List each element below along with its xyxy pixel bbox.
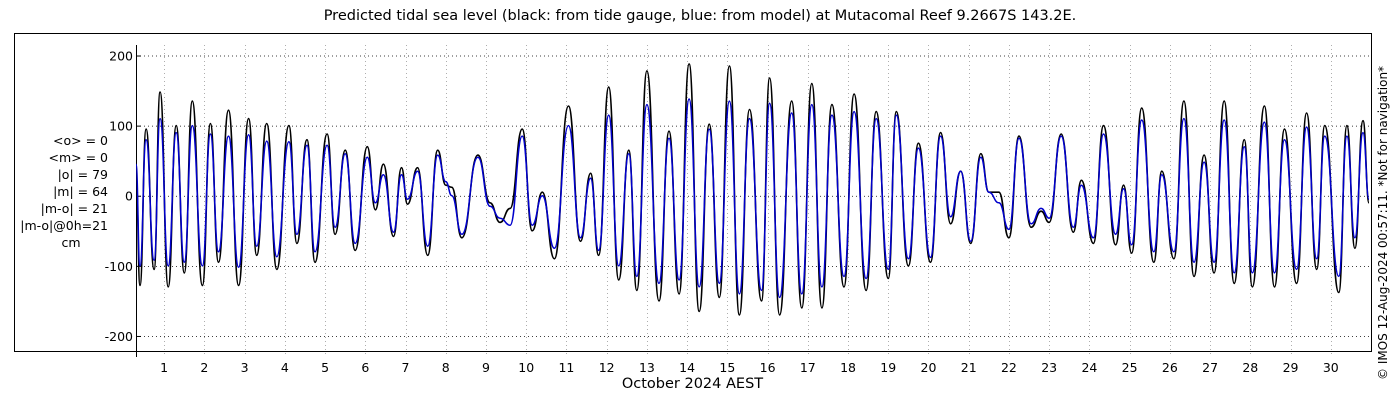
x-tick-label: 1 [160, 360, 168, 375]
stat-unit: cm [61, 235, 81, 250]
x-tick-label: 19 [880, 360, 896, 375]
x-tick-label: 2 [200, 360, 208, 375]
x-tick-label: 12 [599, 360, 615, 375]
stat-mean-observed: <o> = 0 [53, 133, 108, 148]
x-tick-label: 6 [361, 360, 369, 375]
chart-title: Predicted tidal sea level (black: from t… [323, 8, 1077, 24]
stat-abs-model: |m| = 64 [53, 184, 108, 199]
y-tick-label: -200 [105, 329, 133, 344]
x-tick-label: 5 [321, 360, 329, 375]
series-layer [135, 63, 1370, 316]
x-tick-label: 25 [1122, 360, 1138, 375]
x-tick-label: 16 [760, 360, 776, 375]
x-tick-label: 20 [921, 360, 937, 375]
series-line-model [135, 98, 1370, 299]
x-tick-label: 7 [402, 360, 410, 375]
x-axis-label: October 2024 AEST [621, 376, 764, 392]
y-tick-label: 0 [125, 189, 133, 204]
x-tick-label: 15 [719, 360, 735, 375]
y-tick-label: -100 [105, 259, 133, 274]
figure-frame [14, 33, 1372, 352]
x-tick-label: 22 [1001, 360, 1017, 375]
x-tick-label: 9 [482, 360, 490, 375]
x-tick-label: 18 [840, 360, 856, 375]
stat-abs-difference-0h: |m-o|@0h=21 [20, 218, 108, 233]
stat-mean-model: <m> = 0 [48, 150, 109, 165]
x-tick-label: 11 [558, 360, 574, 375]
x-tick-label: 29 [1283, 360, 1299, 375]
x-tick-label: 3 [241, 360, 249, 375]
x-tick-label: 30 [1323, 360, 1339, 375]
x-tick-label: 24 [1081, 360, 1097, 375]
x-tick-label: 13 [639, 360, 655, 375]
statistics-panel: <o> = 0 <m> = 0 |o| = 79 |m| = 64 |m-o| … [8, 132, 108, 251]
x-tick-label: 10 [518, 360, 534, 375]
stat-abs-observed: |o| = 79 [57, 167, 108, 182]
x-tick-label: 21 [961, 360, 977, 375]
x-tick-label: 28 [1242, 360, 1258, 375]
x-tick-label: 27 [1202, 360, 1218, 375]
x-tick-label: 8 [442, 360, 450, 375]
x-tick-label: 14 [679, 360, 695, 375]
x-tick-label: 17 [800, 360, 816, 375]
y-tick-label: 200 [109, 49, 133, 64]
y-tick-label: 100 [109, 119, 133, 134]
x-tick-label: 4 [281, 360, 289, 375]
copyright-text: © IMOS 12-Aug-2024 00:57:11. *Not for na… [1376, 65, 1390, 380]
stat-abs-difference: |m-o| = 21 [40, 201, 108, 216]
x-tick-label: 26 [1162, 360, 1178, 375]
x-tick-label: 23 [1041, 360, 1057, 375]
